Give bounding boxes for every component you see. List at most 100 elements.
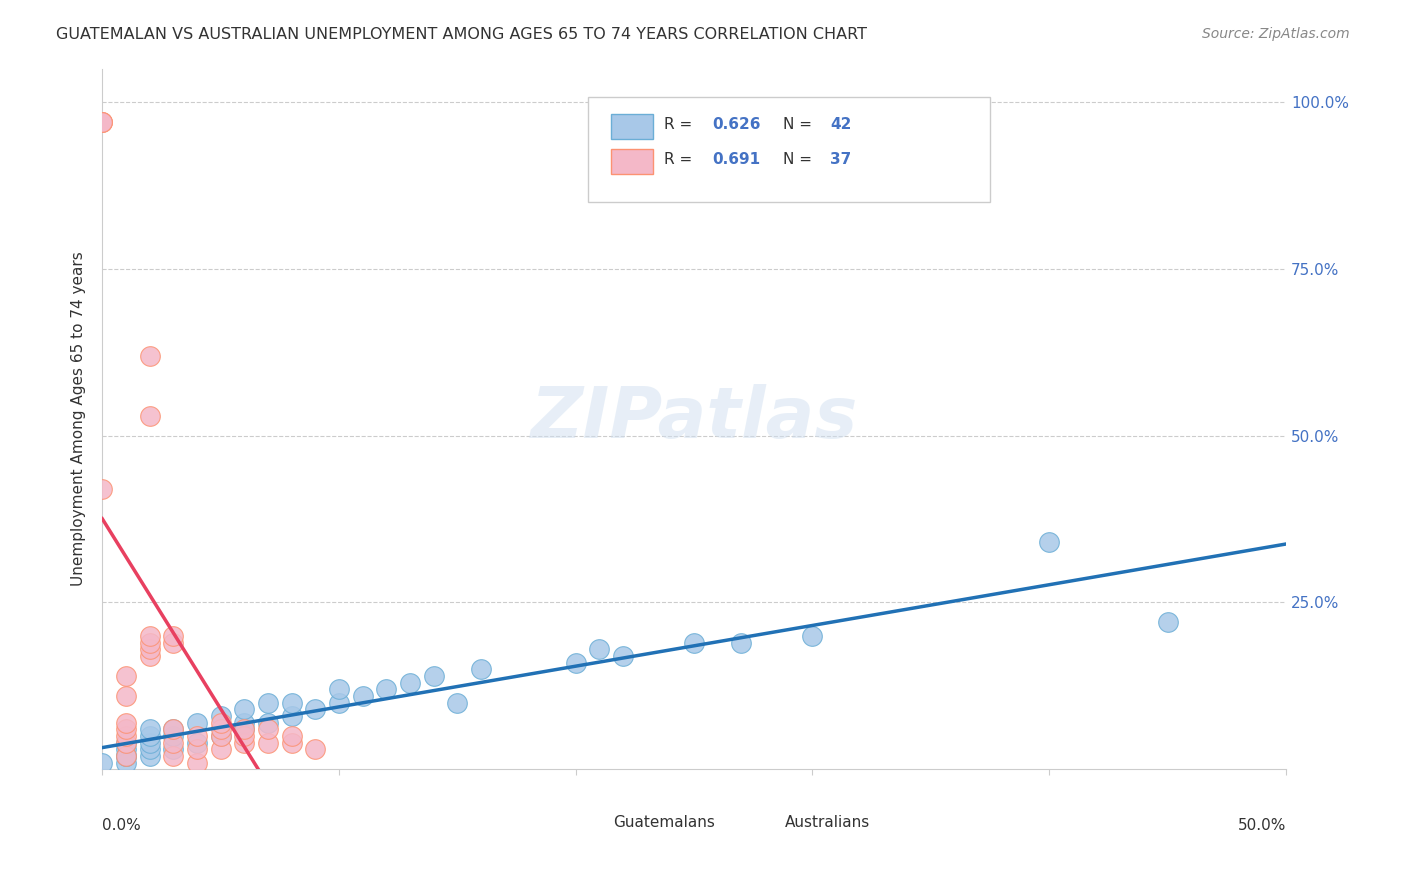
Point	[257, 696, 280, 710]
Text: R =: R =	[665, 117, 697, 132]
Point	[138, 629, 160, 643]
Point	[91, 115, 114, 129]
Point	[162, 742, 184, 756]
Point	[186, 742, 208, 756]
Point	[186, 756, 208, 770]
Point	[209, 715, 232, 730]
Point	[91, 115, 114, 129]
Point	[138, 349, 160, 363]
Point	[683, 635, 706, 649]
Point	[115, 736, 138, 750]
Point	[233, 729, 256, 743]
Point	[138, 648, 160, 663]
Point	[422, 669, 444, 683]
Point	[162, 736, 184, 750]
Point	[233, 723, 256, 737]
Point	[257, 723, 280, 737]
Point	[115, 723, 138, 737]
Text: Guatemalans: Guatemalans	[613, 815, 716, 830]
Text: ZIPatlas: ZIPatlas	[530, 384, 858, 453]
Point	[304, 742, 326, 756]
Text: GUATEMALAN VS AUSTRALIAN UNEMPLOYMENT AMONG AGES 65 TO 74 YEARS CORRELATION CHAR: GUATEMALAN VS AUSTRALIAN UNEMPLOYMENT AM…	[56, 27, 868, 42]
Point	[304, 702, 326, 716]
Point	[138, 736, 160, 750]
Point	[138, 409, 160, 423]
Point	[280, 696, 302, 710]
FancyBboxPatch shape	[748, 815, 778, 832]
Point	[115, 689, 138, 703]
Text: 0.626: 0.626	[711, 117, 761, 132]
Text: R =: R =	[665, 153, 697, 167]
Text: N =: N =	[783, 117, 817, 132]
Point	[257, 736, 280, 750]
Point	[115, 736, 138, 750]
Point	[399, 675, 422, 690]
Point	[115, 729, 138, 743]
Text: 0.0%: 0.0%	[103, 818, 141, 833]
Text: N =: N =	[783, 153, 817, 167]
Text: 42: 42	[830, 117, 852, 132]
Point	[162, 729, 184, 743]
Point	[233, 723, 256, 737]
Text: 50.0%: 50.0%	[1237, 818, 1286, 833]
Point	[138, 729, 160, 743]
Point	[209, 729, 232, 743]
Point	[612, 648, 634, 663]
Point	[138, 635, 160, 649]
Point	[328, 696, 350, 710]
Point	[138, 642, 160, 657]
Point	[730, 635, 752, 649]
Point	[186, 715, 208, 730]
Point	[257, 715, 280, 730]
Text: Source: ZipAtlas.com: Source: ZipAtlas.com	[1202, 27, 1350, 41]
Point	[280, 729, 302, 743]
Point	[233, 715, 256, 730]
Point	[1038, 535, 1060, 549]
Y-axis label: Unemployment Among Ages 65 to 74 years: Unemployment Among Ages 65 to 74 years	[72, 252, 86, 586]
Point	[115, 715, 138, 730]
Point	[209, 742, 232, 756]
Point	[233, 702, 256, 716]
Point	[162, 629, 184, 643]
FancyBboxPatch shape	[612, 114, 652, 138]
Point	[115, 749, 138, 764]
FancyBboxPatch shape	[575, 815, 606, 832]
Point	[209, 723, 232, 737]
Point	[138, 742, 160, 756]
Point	[588, 642, 610, 657]
Point	[446, 696, 468, 710]
Point	[115, 669, 138, 683]
Point	[801, 629, 824, 643]
Point	[162, 749, 184, 764]
Text: Australians: Australians	[785, 815, 870, 830]
Point	[233, 736, 256, 750]
Point	[115, 749, 138, 764]
Point	[138, 723, 160, 737]
Point	[209, 709, 232, 723]
Point	[280, 736, 302, 750]
Point	[91, 756, 114, 770]
Point	[564, 656, 586, 670]
Point	[1156, 615, 1178, 630]
Point	[186, 736, 208, 750]
Point	[138, 749, 160, 764]
FancyBboxPatch shape	[588, 96, 990, 202]
Point	[115, 742, 138, 756]
Point	[162, 723, 184, 737]
Point	[470, 662, 492, 676]
Text: 0.691: 0.691	[711, 153, 761, 167]
Point	[162, 723, 184, 737]
Point	[209, 729, 232, 743]
Point	[91, 115, 114, 129]
Point	[186, 729, 208, 743]
Point	[375, 682, 398, 697]
Text: 37: 37	[830, 153, 852, 167]
Point	[91, 482, 114, 496]
Point	[328, 682, 350, 697]
Point	[352, 689, 374, 703]
Point	[115, 749, 138, 764]
Point	[115, 756, 138, 770]
Point	[280, 709, 302, 723]
Point	[162, 635, 184, 649]
FancyBboxPatch shape	[612, 149, 652, 174]
